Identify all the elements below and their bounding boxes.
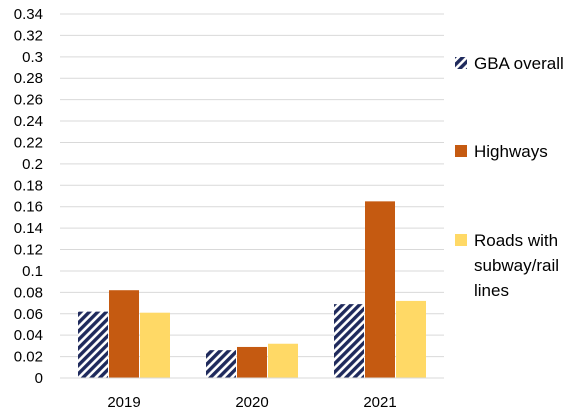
y-tick-label: 0.26 [14, 92, 43, 109]
y-tick-label: 0 [35, 370, 43, 387]
y-tick-label: 0.08 [14, 284, 43, 301]
legend-swatch [455, 234, 467, 246]
bar-roads-with-subway-rail-lines-2021 [396, 300, 426, 378]
bar-gba-overall-2019 [78, 311, 108, 378]
y-tick-label: 0.04 [14, 327, 43, 344]
legend-label: Roads with [474, 231, 558, 250]
y-tick-label: 0.28 [14, 70, 43, 87]
x-tick-label: 2020 [235, 394, 268, 411]
bar-roads-with-subway-rail-lines-2019 [140, 312, 170, 378]
y-tick-label: 0.16 [14, 199, 43, 216]
y-tick-label: 0.06 [14, 306, 43, 323]
y-tick-label: 0.14 [14, 220, 43, 237]
y-tick-label: 0.02 [14, 349, 43, 366]
legend-label: Highways [474, 142, 548, 161]
bar-gba-overall-2020 [206, 350, 236, 378]
bar-gba-overall-2021 [334, 304, 364, 378]
x-tick-label: 2019 [107, 394, 140, 411]
y-tick-label: 0.32 [14, 27, 43, 44]
y-tick-label: 0.3 [22, 49, 43, 66]
gridlines [60, 13, 444, 358]
x-tick-label: 2021 [363, 394, 396, 411]
legend-swatch [455, 145, 467, 157]
y-tick-label: 0.2 [22, 156, 43, 173]
legend-label: GBA overall [474, 54, 564, 73]
bar-highways-2020 [237, 346, 267, 378]
axes: 0 0.02 0.04 0.06 0.08 0.1 0.12 0.14 0.16 0.18 0.2 0… [14, 6, 444, 411]
legend-label: subway/rail [474, 256, 559, 275]
legend: GBA overall Highways Roads with subway/rail… [455, 54, 564, 300]
y-tick-label: 0.1 [22, 263, 43, 280]
y-tick-label: 0.12 [14, 242, 43, 259]
legend-label: lines [474, 281, 509, 300]
y-tick-label: 0.34 [14, 6, 43, 23]
y-tick-label: 0.24 [14, 113, 43, 130]
bar-roads-with-subway-rail-lines-2020 [268, 343, 298, 378]
y-tick-label: 0.22 [14, 134, 43, 151]
y-tick-label: 0.18 [14, 177, 43, 194]
legend-swatch [455, 57, 467, 69]
bar-highways-2021 [365, 201, 395, 378]
bars [78, 201, 426, 378]
bar-highways-2019 [109, 290, 139, 378]
